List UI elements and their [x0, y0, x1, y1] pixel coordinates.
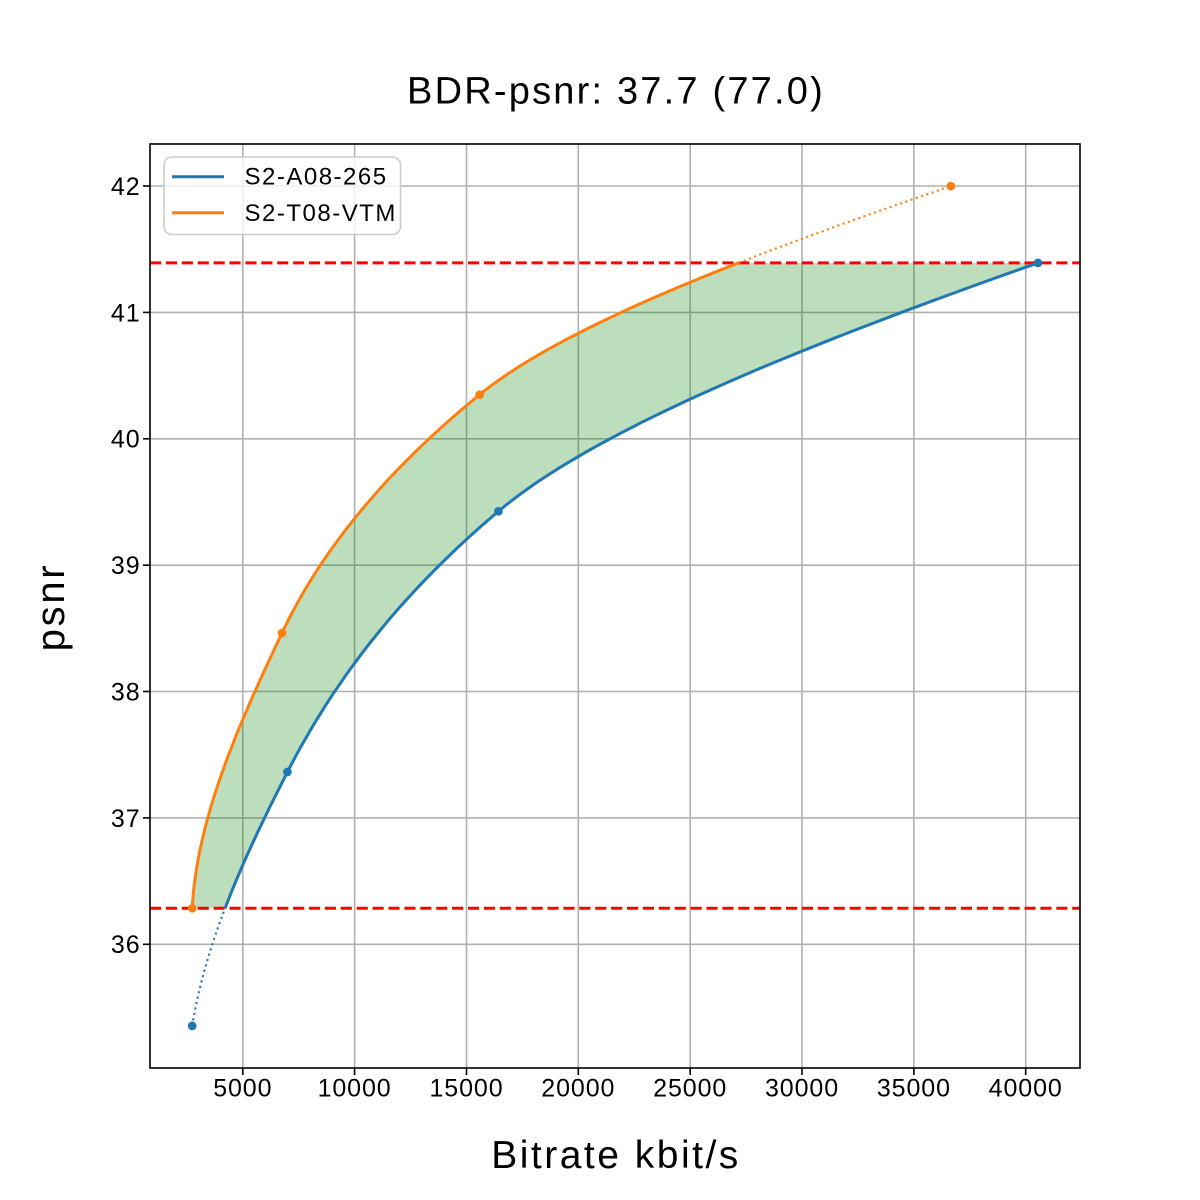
svg-text:S2-A08-265: S2-A08-265	[245, 164, 388, 191]
svg-text:20000: 20000	[541, 1075, 615, 1103]
svg-text:10000: 10000	[318, 1075, 392, 1103]
svg-text:41: 41	[111, 299, 141, 327]
svg-text:39: 39	[111, 552, 141, 580]
svg-text:30000: 30000	[765, 1075, 839, 1103]
svg-text:25000: 25000	[653, 1075, 727, 1103]
svg-text:38: 38	[111, 678, 141, 706]
svg-text:40000: 40000	[989, 1075, 1063, 1103]
svg-text:Bitrate kbit/s: Bitrate kbit/s	[491, 1134, 741, 1177]
svg-text:35000: 35000	[877, 1075, 951, 1103]
svg-text:42: 42	[111, 173, 141, 201]
svg-text:BDR-psnr: 37.7 (77.0): BDR-psnr: 37.7 (77.0)	[407, 70, 825, 112]
svg-text:15000: 15000	[429, 1075, 503, 1103]
svg-text:36: 36	[111, 931, 141, 959]
svg-text:S2-T08-VTM: S2-T08-VTM	[245, 200, 397, 227]
svg-text:5000: 5000	[213, 1075, 272, 1103]
svg-text:40: 40	[111, 426, 141, 454]
svg-text:psnr: psnr	[29, 563, 73, 652]
svg-text:37: 37	[111, 805, 141, 833]
